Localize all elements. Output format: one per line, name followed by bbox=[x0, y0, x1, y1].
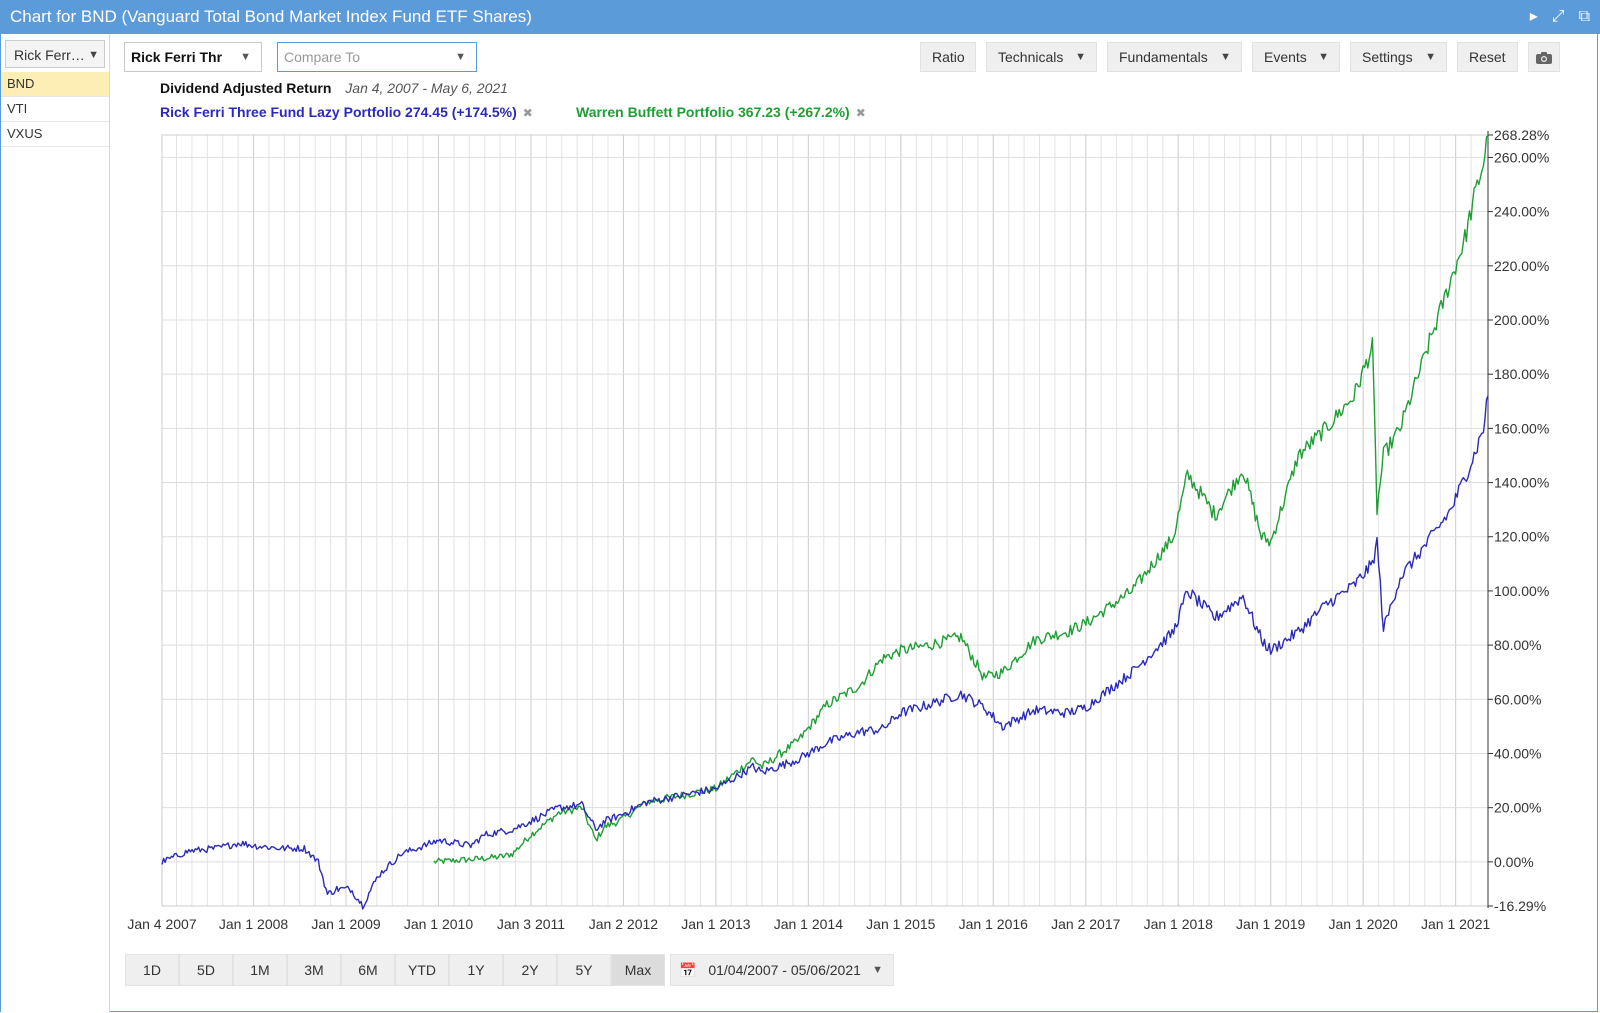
holding-item[interactable]: BND bbox=[1, 72, 109, 97]
remove-series-icon[interactable]: ✖ bbox=[855, 106, 866, 120]
range-button[interactable]: 1D bbox=[125, 954, 179, 986]
x-tick-label: Jan 1 2020 bbox=[1329, 916, 1398, 932]
x-tick-label: Jan 1 2010 bbox=[404, 916, 473, 932]
range-button[interactable]: 2Y bbox=[503, 954, 557, 986]
settings-button[interactable]: Settings ▼ bbox=[1350, 42, 1447, 72]
x-tick-label: Jan 1 2019 bbox=[1236, 916, 1305, 932]
range-button[interactable]: 6M bbox=[341, 954, 395, 986]
y-tick-label: 200.00% bbox=[1494, 312, 1549, 328]
settings-label: Settings bbox=[1362, 49, 1413, 65]
y-tick-label: 40.00% bbox=[1494, 745, 1541, 761]
y-tick-label: 180.00% bbox=[1494, 366, 1549, 382]
chart-header: Dividend Adjusted Return Jan 4, 2007 - M… bbox=[160, 80, 508, 96]
chevron-down-icon: ▼ bbox=[240, 51, 251, 63]
x-tick-label: Jan 3 2011 bbox=[497, 916, 565, 932]
compare-to-input[interactable]: Compare To ▼ bbox=[277, 42, 477, 72]
range-button[interactable]: Max bbox=[611, 954, 665, 986]
x-tick-label: Jan 1 2014 bbox=[774, 916, 843, 932]
remove-series-icon[interactable]: ✖ bbox=[522, 106, 533, 120]
events-label: Events bbox=[1264, 49, 1307, 65]
chevron-down-icon: ▼ bbox=[88, 49, 99, 61]
holding-item[interactable]: VTI bbox=[1, 97, 109, 122]
technicals-label: Technicals bbox=[998, 49, 1064, 65]
range-button[interactable]: 5D bbox=[179, 954, 233, 986]
chevron-down-icon: ▼ bbox=[1318, 51, 1329, 63]
chevron-down-icon: ▼ bbox=[872, 964, 883, 976]
x-tick-label: Jan 1 2013 bbox=[681, 916, 750, 932]
portfolio-selector[interactable]: Rick Ferr… ▼ bbox=[5, 40, 105, 68]
plot-area bbox=[161, 134, 1489, 907]
legend-label: Warren Buffett Portfolio 367.23 (+267.2%… bbox=[576, 104, 850, 120]
calendar-icon: 📅 bbox=[679, 962, 697, 978]
external-link-icon[interactable]: ⧉ bbox=[1578, 8, 1590, 25]
chart-metric: Dividend Adjusted Return bbox=[160, 80, 332, 96]
holdings-list: BND VTI VXUS bbox=[1, 72, 109, 147]
date-range-picker[interactable]: 📅 01/04/2007 - 05/06/2021 ▼ bbox=[670, 954, 894, 986]
window-title: Chart for BND (Vanguard Total Bond Marke… bbox=[10, 7, 532, 26]
y-tick-label: 260.00% bbox=[1494, 149, 1549, 165]
y-tick-label: 100.00% bbox=[1494, 583, 1549, 599]
window-titlebar: Chart for BND (Vanguard Total Bond Marke… bbox=[0, 0, 1600, 34]
chevron-down-icon: ▼ bbox=[455, 51, 466, 63]
y-tick-label: 0.00% bbox=[1494, 854, 1534, 870]
collapse-icon[interactable]: ⤢ bbox=[1551, 8, 1565, 25]
technicals-button[interactable]: Technicals ▼ bbox=[986, 42, 1097, 72]
x-tick-label: Jan 2 2012 bbox=[589, 916, 658, 932]
y-tick-label: 120.00% bbox=[1494, 529, 1549, 545]
range-button[interactable]: 5Y bbox=[557, 954, 611, 986]
x-tick-label: Jan 1 2015 bbox=[866, 916, 935, 932]
ratio-button[interactable]: Ratio bbox=[920, 42, 976, 72]
portfolio-dropdown-value: Rick Ferri Thr bbox=[131, 49, 223, 65]
play-icon[interactable]: ▸ bbox=[1529, 8, 1538, 25]
y-tick-label: -16.29% bbox=[1494, 898, 1546, 914]
range-button[interactable]: 1M bbox=[233, 954, 287, 986]
legend-label: Rick Ferri Three Fund Lazy Portfolio 274… bbox=[160, 104, 517, 120]
events-button[interactable]: Events ▼ bbox=[1252, 42, 1340, 72]
window-frame bbox=[0, 34, 1598, 1012]
range-button[interactable]: 3M bbox=[287, 954, 341, 986]
date-range-value: 01/04/2007 - 05/06/2021 bbox=[708, 962, 861, 978]
x-tick-label: Jan 1 2021 bbox=[1421, 916, 1490, 932]
x-tick-label: Jan 1 2008 bbox=[219, 916, 288, 932]
x-tick-label: Jan 1 2016 bbox=[959, 916, 1028, 932]
range-button[interactable]: 1Y bbox=[449, 954, 503, 986]
y-tick-label: 220.00% bbox=[1494, 258, 1549, 274]
camera-icon[interactable] bbox=[1528, 42, 1560, 72]
chevron-down-icon: ▼ bbox=[1220, 51, 1231, 63]
y-tick-label: 268.28% bbox=[1494, 127, 1549, 143]
legend-entry-green: Warren Buffett Portfolio 367.23 (+267.2%… bbox=[576, 104, 866, 120]
chevron-down-icon: ▼ bbox=[1425, 51, 1436, 63]
fundamentals-label: Fundamentals bbox=[1119, 49, 1208, 65]
portfolio-dropdown[interactable]: Rick Ferri Thr ▼ bbox=[124, 42, 262, 72]
chevron-down-icon: ▼ bbox=[1075, 51, 1086, 63]
portfolio-selector-value: Rick Ferr… bbox=[14, 47, 85, 63]
series-line-blue bbox=[161, 395, 1489, 910]
range-button[interactable]: YTD bbox=[395, 954, 449, 986]
x-tick-label: Jan 1 2009 bbox=[311, 916, 380, 932]
y-tick-label: 20.00% bbox=[1494, 800, 1541, 816]
y-tick-label: 140.00% bbox=[1494, 475, 1549, 491]
legend-entry-blue: Rick Ferri Three Fund Lazy Portfolio 274… bbox=[160, 104, 533, 120]
y-tick-label: 240.00% bbox=[1494, 204, 1549, 220]
series-line-green bbox=[433, 135, 1489, 865]
line-chart[interactable]: 268.28% 260.00% 240.00% 220.00% 200.00% 180.0… bbox=[0, 0, 1600, 960]
sidebar: Rick Ferr… ▼ BND VTI VXUS bbox=[1, 34, 110, 1012]
y-tick-label: 80.00% bbox=[1494, 637, 1541, 653]
compare-to-placeholder: Compare To bbox=[284, 49, 361, 65]
x-tick-label: Jan 2 2017 bbox=[1051, 916, 1120, 932]
reset-button[interactable]: Reset bbox=[1457, 42, 1518, 72]
y-tick-label: 160.00% bbox=[1494, 420, 1549, 436]
chart-date-span: Jan 4, 2007 - May 6, 2021 bbox=[345, 80, 508, 96]
x-tick-label: Jan 1 2018 bbox=[1144, 916, 1213, 932]
holding-item[interactable]: VXUS bbox=[1, 122, 109, 147]
y-tick-label: 60.00% bbox=[1494, 691, 1541, 707]
x-tick-label: Jan 4 2007 bbox=[127, 916, 196, 932]
fundamentals-button[interactable]: Fundamentals ▼ bbox=[1107, 42, 1242, 72]
